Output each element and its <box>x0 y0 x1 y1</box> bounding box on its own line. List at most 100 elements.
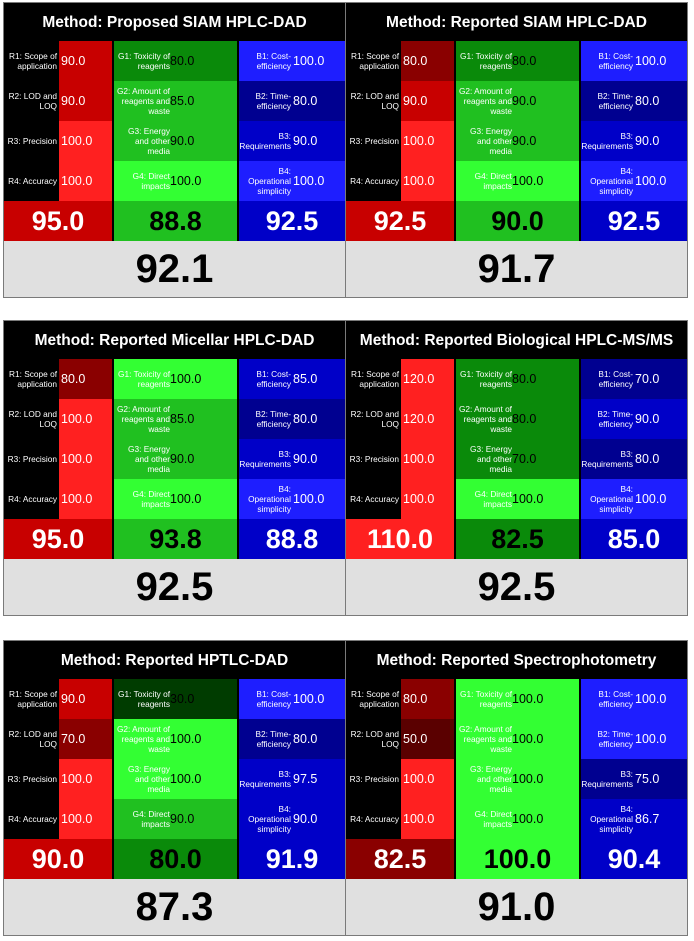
green-criterion-value: 90.0 <box>512 94 537 108</box>
red-criterion-label: R4: Accuracy <box>350 494 399 504</box>
criteria-grid: R1: Scope of application 90.0 R2: LOD and … <box>4 41 345 201</box>
blue-criterion-value: 90.0 <box>635 134 660 148</box>
blue-criterion-label: B1: Cost-efficiency <box>598 689 633 709</box>
red-score: 95.0 <box>4 519 112 559</box>
red-criterion-cell <box>59 121 112 161</box>
red-criterion-value: 100.0 <box>61 812 93 826</box>
blue-criterion-value: 100.0 <box>635 732 667 746</box>
green-criterion-value: 100.0 <box>170 372 202 386</box>
green-criterion-value: 100.0 <box>512 692 544 706</box>
green-criterion-cell <box>456 759 579 799</box>
blue-score: 92.5 <box>239 201 345 241</box>
green-criterion-cell <box>114 679 237 719</box>
blue-criterion-value: 80.0 <box>635 452 660 466</box>
red-criterion-label: R2: LOD and LOQ <box>350 409 399 429</box>
red-score: 90.0 <box>4 839 112 879</box>
red-criterion-cell <box>401 41 454 81</box>
red-criterion-label: R1: Scope of application <box>351 369 399 389</box>
green-criterion-value: 100.0 <box>512 492 544 506</box>
blue-criterion-label: B2: Time-efficiency <box>255 409 291 429</box>
red-criterion-cell <box>401 81 454 121</box>
green-criterion-value: 85.0 <box>170 412 195 426</box>
red-criterion-value: 100.0 <box>403 452 435 466</box>
red-criterion-cell <box>401 759 454 799</box>
red-criterion-label: R3: Precision <box>349 454 399 464</box>
red-criterion-value: 100.0 <box>403 772 435 786</box>
green-criterion-value: 90.0 <box>512 134 537 148</box>
green-criterion-label: G4: Direct impacts <box>474 489 512 509</box>
blue-criterion-cell <box>239 399 345 439</box>
blue-criterion-value: 97.5 <box>293 772 318 786</box>
blue-criterion-value: 100.0 <box>293 492 325 506</box>
green-criterion-label: G3: Energy and other media <box>470 764 512 794</box>
red-score: 82.5 <box>346 839 454 879</box>
green-criterion-value: 70.0 <box>512 452 537 466</box>
blue-criterion-label: B4: Operational simplicity <box>248 804 291 834</box>
red-criterion-value: 120.0 <box>403 412 435 426</box>
green-criterion-value: 85.0 <box>170 94 195 108</box>
red-criterion-label: R3: Precision <box>349 774 399 784</box>
blue-criterion-cell <box>581 41 687 81</box>
green-criterion-label: G2: Amount of reagents and waste <box>116 404 170 434</box>
green-criterion-value: 80.0 <box>512 412 537 426</box>
green-criterion-cell <box>114 41 237 81</box>
blue-criterion-cell <box>239 439 345 479</box>
criteria-grid: R1: Scope of application 80.0 R2: LOD and … <box>346 41 687 201</box>
red-criterion-value: 100.0 <box>61 492 93 506</box>
blue-score: 88.8 <box>239 519 345 559</box>
red-criterion-label: R2: LOD and LOQ <box>350 729 399 749</box>
red-criterion-cell <box>59 161 112 201</box>
red-criterion-cell <box>59 679 112 719</box>
red-criterion-label: R4: Accuracy <box>8 494 57 504</box>
red-criterion-label: R2: LOD and LOQ <box>8 729 57 749</box>
green-criterion-value: 100.0 <box>512 772 544 786</box>
blue-criterion-label: B3: Requirements <box>581 769 633 789</box>
blue-criterion-label: B3: Requirements <box>581 131 633 151</box>
whiteness-score: 91.0 <box>346 879 687 935</box>
red-criterion-cell <box>59 439 112 479</box>
method-panel: Method: Reported Biological HPLC-MS/MS R1… <box>345 320 688 616</box>
red-criterion-cell <box>401 679 454 719</box>
green-criterion-cell <box>456 41 579 81</box>
green-criterion-cell <box>114 399 237 439</box>
green-criterion-cell <box>114 81 237 121</box>
blue-criterion-cell <box>239 799 345 839</box>
blue-criterion-value: 90.0 <box>293 812 318 826</box>
red-criterion-value: 100.0 <box>61 174 93 188</box>
green-criterion-label: G2: Amount of reagents and waste <box>116 86 170 116</box>
blue-criterion-label: B1: Cost-efficiency <box>598 369 633 389</box>
method-panel: Method: Reported Spectrophotometry R1: Sc… <box>345 640 688 936</box>
blue-criterion-cell <box>239 479 345 519</box>
red-criterion-label: R2: LOD and LOQ <box>8 409 57 429</box>
blue-criterion-label: B1: Cost-efficiency <box>598 51 633 71</box>
red-criterion-label: R1: Scope of application <box>9 51 57 71</box>
green-criterion-cell <box>114 121 237 161</box>
red-criterion-value: 100.0 <box>403 492 435 506</box>
blue-score: 92.5 <box>581 201 687 241</box>
red-criterion-cell <box>59 479 112 519</box>
red-criterion-label: R3: Precision <box>7 136 57 146</box>
blue-criterion-cell <box>239 679 345 719</box>
green-criterion-value: 100.0 <box>512 812 544 826</box>
green-criterion-cell <box>456 161 579 201</box>
red-score: 92.5 <box>346 201 454 241</box>
green-criterion-label: G3: Energy and other media <box>128 764 170 794</box>
blue-criterion-cell <box>581 161 687 201</box>
blue-criterion-value: 100.0 <box>293 692 325 706</box>
blue-criterion-label: B4: Operational simplicity <box>248 166 291 196</box>
blue-criterion-cell <box>581 759 687 799</box>
red-criterion-label: R4: Accuracy <box>8 176 57 186</box>
green-criterion-cell <box>114 759 237 799</box>
blue-criterion-label: B3: Requirements <box>239 131 291 151</box>
green-criterion-value: 80.0 <box>512 372 537 386</box>
green-criterion-label: G1: Toxicity of reagents <box>460 369 512 389</box>
green-criterion-label: G4: Direct impacts <box>474 171 512 191</box>
red-criterion-cell <box>401 799 454 839</box>
criteria-grid: R1: Scope of application 90.0 R2: LOD and … <box>4 679 345 839</box>
green-criterion-cell <box>456 81 579 121</box>
blue-criterion-label: B2: Time-efficiency <box>597 91 633 111</box>
blue-criterion-label: B1: Cost-efficiency <box>256 51 291 71</box>
panel-title: Method: Reported Spectrophotometry <box>376 652 657 669</box>
green-criterion-value: 100.0 <box>170 732 202 746</box>
blue-criterion-cell <box>239 161 345 201</box>
